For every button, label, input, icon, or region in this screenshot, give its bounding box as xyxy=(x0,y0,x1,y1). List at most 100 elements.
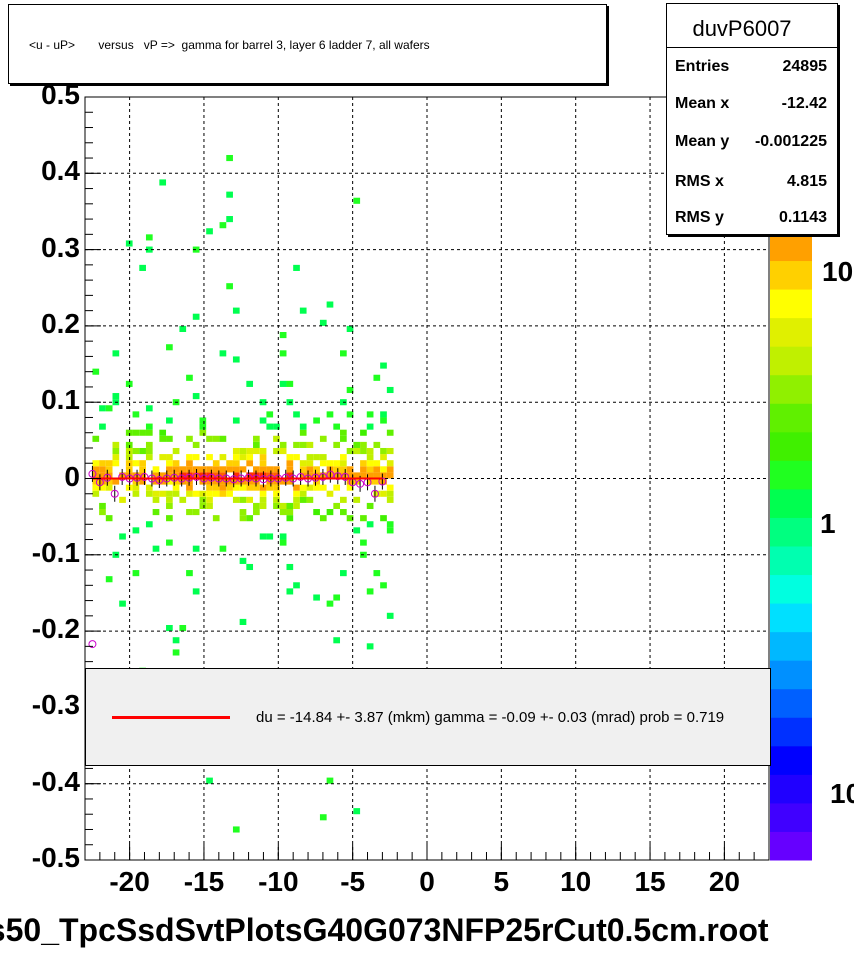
heat-cell xyxy=(286,380,294,387)
heat-cell xyxy=(105,460,113,467)
heat-cell xyxy=(373,570,381,577)
heat-cell xyxy=(353,441,361,448)
heat-cell xyxy=(246,484,254,491)
heat-cell xyxy=(99,509,106,516)
heat-cell xyxy=(373,466,381,473)
heat-cell xyxy=(186,490,193,497)
heat-cell xyxy=(333,460,341,467)
heat-cell xyxy=(353,197,361,204)
heat-cell xyxy=(206,777,213,784)
heat-cell xyxy=(226,478,233,485)
heat-cell xyxy=(219,454,227,461)
heat-cell xyxy=(206,496,213,503)
heat-cell xyxy=(246,563,254,571)
heat-cell xyxy=(239,466,247,473)
heatmap-cells xyxy=(92,154,394,833)
heat-cell xyxy=(219,466,227,473)
heat-cell xyxy=(212,460,220,467)
palette-swatch xyxy=(770,802,812,832)
heat-cell xyxy=(99,466,106,473)
heat-cell xyxy=(132,490,140,497)
palette-swatch xyxy=(770,431,812,461)
heat-cell xyxy=(125,441,133,448)
heat-cell xyxy=(286,454,294,461)
heat-cell xyxy=(259,417,267,424)
heat-cell xyxy=(386,521,394,528)
heat-cell xyxy=(212,478,220,485)
heat-cell xyxy=(219,472,227,479)
heat-cell xyxy=(239,618,247,625)
heat-cell xyxy=(259,460,267,467)
heat-cell xyxy=(145,423,153,430)
heat-cell xyxy=(239,496,247,503)
heat-cell xyxy=(226,283,233,290)
heat-cell xyxy=(366,411,374,418)
heat-cell xyxy=(286,588,294,595)
heat-cell xyxy=(99,423,106,430)
heat-cell xyxy=(166,460,173,467)
heat-cell xyxy=(313,472,320,479)
heat-cell xyxy=(366,478,374,485)
heat-cell xyxy=(125,380,133,387)
heat-cell xyxy=(199,490,207,497)
stats-box: duvP6007 Entries 24895 Mean x -12.42 Mea… xyxy=(666,3,838,235)
y-tick-label: 0.2 xyxy=(41,307,80,339)
x-tick-label: 20 xyxy=(708,866,740,897)
heat-cell xyxy=(119,496,126,503)
heat-cell xyxy=(179,496,187,503)
heat-cell xyxy=(152,466,160,473)
heat-cell xyxy=(112,447,120,455)
color-palette xyxy=(770,232,812,861)
heat-cell xyxy=(253,484,260,491)
heat-cell xyxy=(380,466,387,473)
y-tick-label: 0 xyxy=(64,460,80,492)
heat-cell xyxy=(346,411,354,418)
heat-cell xyxy=(286,515,294,522)
heat-cell xyxy=(199,496,207,503)
heat-cell xyxy=(192,490,200,497)
heat-cell xyxy=(353,472,361,479)
heat-cell xyxy=(333,441,341,448)
profile-point xyxy=(318,472,327,481)
heat-cell xyxy=(340,460,347,467)
heat-cell xyxy=(386,484,394,491)
heat-cell xyxy=(286,472,294,479)
heat-cell xyxy=(212,515,220,522)
heat-cell xyxy=(166,502,173,510)
heat-cell xyxy=(386,460,394,467)
heat-cell xyxy=(132,447,140,455)
heat-cell xyxy=(299,423,307,430)
heat-cell xyxy=(232,454,240,461)
heat-cell xyxy=(299,441,307,448)
heat-cell xyxy=(259,484,267,491)
heat-cell xyxy=(293,582,300,589)
heat-cell xyxy=(145,521,153,528)
heat-cell xyxy=(360,429,367,436)
heat-cell xyxy=(299,429,307,436)
heat-cell xyxy=(226,460,233,467)
heat-cell xyxy=(293,484,300,491)
heat-cell xyxy=(132,472,140,479)
y-tick-label: -0.3 xyxy=(31,689,80,721)
palette-swatch xyxy=(770,346,812,376)
heat-cell xyxy=(166,472,173,479)
heat-cell xyxy=(313,417,320,424)
heat-cell xyxy=(92,490,100,497)
heat-cell xyxy=(286,563,294,571)
heat-cell xyxy=(112,393,120,400)
heat-cell xyxy=(232,447,240,455)
profile-point xyxy=(370,489,379,498)
heat-cell xyxy=(99,484,106,491)
profile-point xyxy=(140,472,149,481)
heat-cell xyxy=(232,460,240,467)
palette-swatch xyxy=(770,603,812,633)
palette-swatch xyxy=(770,717,812,747)
stat-value: -0.001225 xyxy=(754,133,827,150)
heat-cell xyxy=(212,472,220,479)
heat-cell xyxy=(326,600,334,607)
heat-cell xyxy=(319,435,327,442)
heat-cell xyxy=(226,490,233,497)
heat-cell xyxy=(166,515,173,522)
heat-cell xyxy=(232,466,240,473)
heat-cell xyxy=(299,490,307,497)
